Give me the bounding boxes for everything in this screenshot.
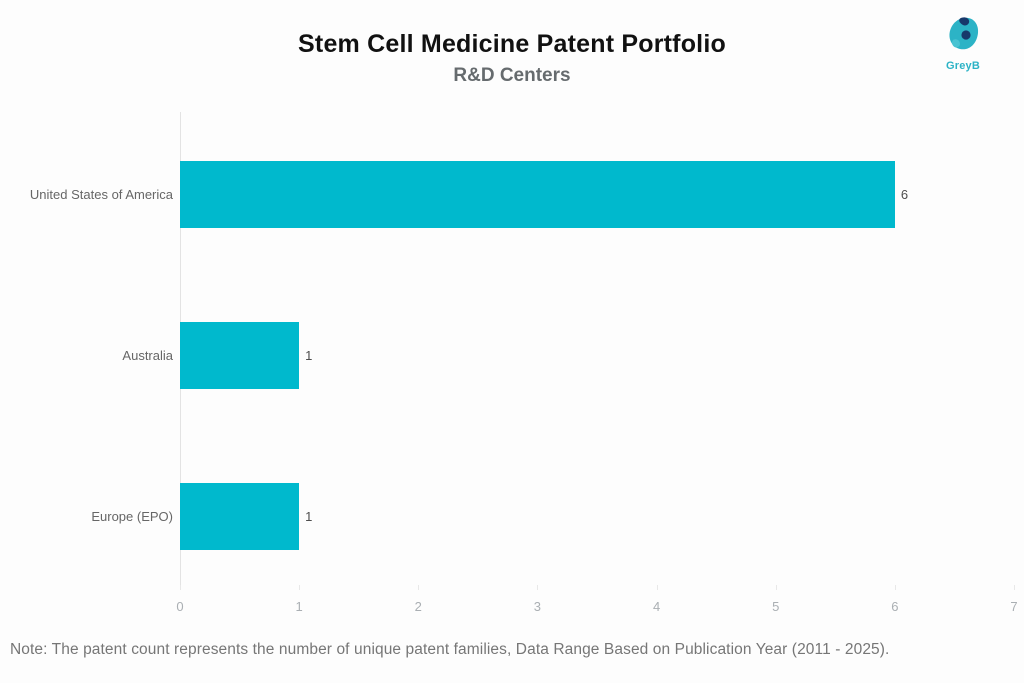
bar-value-label: 1 [305, 509, 313, 524]
x-axis-tick-mark [894, 585, 896, 590]
bar-row: United States of America 6 [30, 114, 1014, 275]
greyb-logo-text: GreyB [945, 60, 981, 72]
bar [180, 322, 300, 389]
bar-value-label: 1 [305, 348, 313, 363]
chart-title: Stem Cell Medicine Patent Portfolio [298, 30, 726, 58]
x-axis-tick-mark [180, 585, 181, 590]
bar [180, 483, 300, 550]
x-axis-tick-mark [537, 585, 539, 590]
chart-subtitle: R&D Centers [453, 65, 571, 86]
x-axis-tick-label: 4 [652, 599, 661, 614]
x-axis-tick-label: 0 [176, 599, 184, 614]
x-axis-tick-label: 3 [533, 599, 542, 614]
bar-category-label: Europe (EPO) [91, 509, 173, 524]
chart-header: Stem Cell Medicine Patent Portfolio R&D … [0, 0, 1024, 87]
x-axis-tick-label: 1 [295, 599, 303, 614]
x-axis-tick-mark [656, 585, 658, 590]
x-axis-tick-label: 2 [414, 599, 422, 614]
x-axis-tick-mark [418, 585, 420, 590]
bar-value-label: 6 [900, 187, 909, 202]
bar-category-label: United States of America [29, 187, 173, 202]
x-axis-tick-mark [299, 585, 301, 590]
x-axis-tick-mark [775, 585, 777, 590]
x-axis-tick-marks [180, 585, 1015, 591]
plot-area: United States of America 6 Australia 1 Europ… [30, 114, 1014, 597]
x-axis-tick-label: 7 [1010, 599, 1018, 614]
x-axis-tick-label: 5 [772, 599, 780, 614]
x-axis-tick-labels: 0 1 2 3 4 5 6 7 [176, 599, 1018, 617]
x-axis-tick-label: 6 [891, 599, 899, 614]
greyb-logo: GreyB [932, 16, 994, 72]
bar-row: Europe (EPO) 1 [91, 436, 1014, 597]
x-axis-tick-mark [1014, 585, 1015, 590]
note-text: Note: The patent count represents the nu… [10, 641, 890, 658]
greyb-logo-icon [943, 16, 983, 59]
bar-row: Australia 1 [122, 275, 1014, 436]
bar-category-label: Australia [122, 348, 173, 363]
bar [180, 161, 895, 228]
